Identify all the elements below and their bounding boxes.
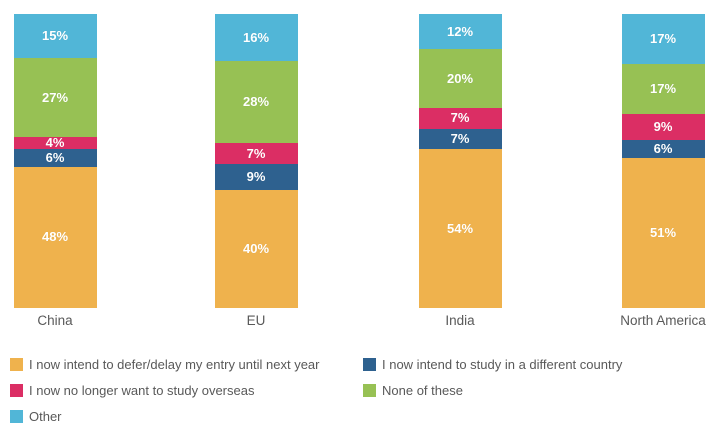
segment-value-label: 6% bbox=[653, 141, 673, 157]
legend-item-other: Other bbox=[10, 403, 320, 429]
category-label-eu: EU bbox=[246, 313, 266, 328]
legend-label: None of these bbox=[382, 382, 463, 398]
bar-segment-north-america-other: 17% bbox=[621, 14, 705, 64]
bar-segment-north-america-i-now-no: 9% bbox=[621, 113, 705, 141]
bar-segment-china-i-now-intend: 48% bbox=[13, 166, 97, 308]
legend-swatch-icon bbox=[10, 357, 23, 371]
legend-label: I now intend to study in a different cou… bbox=[382, 356, 623, 372]
legend-swatch-icon bbox=[10, 409, 23, 423]
segment-value-label: 51% bbox=[649, 224, 677, 240]
legend-column-1: I now intend to defer/delay my entry unt… bbox=[10, 351, 320, 429]
bar-segment-north-america-i-now-intend: 6% bbox=[621, 140, 705, 159]
legend-column-2: I now intend to study in a different cou… bbox=[363, 351, 622, 403]
segment-value-label: 7% bbox=[450, 110, 470, 126]
legend-swatch-icon bbox=[10, 383, 23, 397]
segment-value-label: 15% bbox=[41, 28, 69, 44]
legend-item-none-of-these: None of these bbox=[363, 377, 622, 403]
segment-value-label: 7% bbox=[246, 145, 266, 161]
bar-segment-china-i-now-intend: 6% bbox=[13, 149, 97, 167]
bar-segment-north-america-i-now-intend: 51% bbox=[621, 158, 705, 308]
category-label-india: India bbox=[445, 313, 475, 328]
segment-value-label: 28% bbox=[242, 94, 270, 110]
bar-segment-eu-i-now-no: 7% bbox=[214, 143, 298, 164]
bar-segment-china-none-of-these: 27% bbox=[13, 58, 97, 138]
legend-label: I now intend to defer/delay my entry unt… bbox=[29, 356, 320, 372]
legend-swatch-icon bbox=[363, 357, 376, 371]
bar-segment-eu-other: 16% bbox=[214, 14, 298, 62]
legend-label: Other bbox=[29, 408, 62, 424]
bar-china: 15% 27% 4% 6% 48% bbox=[13, 14, 97, 308]
segment-value-label: 7% bbox=[450, 130, 470, 146]
bar-segment-north-america-none-of-these: 17% bbox=[621, 63, 705, 114]
bar-north-america: 17% 17% 9% 6% 51% bbox=[621, 14, 705, 308]
segment-value-label: 9% bbox=[246, 169, 266, 185]
segment-value-label: 16% bbox=[242, 29, 270, 45]
legend-swatch-icon bbox=[363, 383, 376, 397]
bar-segment-eu-i-now-intend: 9% bbox=[214, 163, 298, 191]
segment-value-label: 4% bbox=[45, 135, 65, 151]
bar-segment-china-other: 15% bbox=[13, 14, 97, 59]
bar-segment-eu-i-now-intend: 40% bbox=[214, 190, 298, 308]
segment-value-label: 12% bbox=[446, 23, 474, 39]
bar-segment-india-none-of-these: 20% bbox=[418, 49, 502, 109]
segment-value-label: 27% bbox=[41, 89, 69, 105]
category-label-north-america: North America bbox=[620, 313, 706, 328]
segment-value-label: 54% bbox=[446, 220, 474, 236]
bar-segment-india-i-now-intend: 54% bbox=[418, 149, 502, 308]
segment-value-label: 6% bbox=[45, 150, 65, 166]
segment-value-label: 17% bbox=[649, 30, 677, 46]
legend-item-i-now-no-longer: I now no longer want to study overseas bbox=[10, 377, 320, 403]
segment-value-label: 48% bbox=[41, 229, 69, 245]
bar-segment-eu-none-of-these: 28% bbox=[214, 61, 298, 144]
category-label-china: China bbox=[37, 313, 73, 328]
segment-value-label: 40% bbox=[242, 241, 270, 257]
bar-india: 12% 20% 7% 7% 54% bbox=[418, 14, 502, 308]
legend-item-i-now-intend-to: I now intend to defer/delay my entry unt… bbox=[10, 351, 320, 377]
bar-segment-china-i-now-no: 4% bbox=[13, 135, 97, 151]
legend-item-i-now-intend-to: I now intend to study in a different cou… bbox=[363, 351, 622, 377]
bar-segment-india-i-now-no: 7% bbox=[418, 108, 502, 129]
segment-value-label: 20% bbox=[446, 70, 474, 86]
segment-value-label: 17% bbox=[649, 80, 677, 96]
segment-value-label: 9% bbox=[653, 119, 673, 135]
bar-segment-india-i-now-intend: 7% bbox=[418, 128, 502, 150]
bar-eu: 16% 28% 7% 9% 40% bbox=[214, 14, 298, 308]
bar-segment-india-other: 12% bbox=[418, 14, 502, 50]
legend-label: I now no longer want to study overseas bbox=[29, 382, 255, 398]
